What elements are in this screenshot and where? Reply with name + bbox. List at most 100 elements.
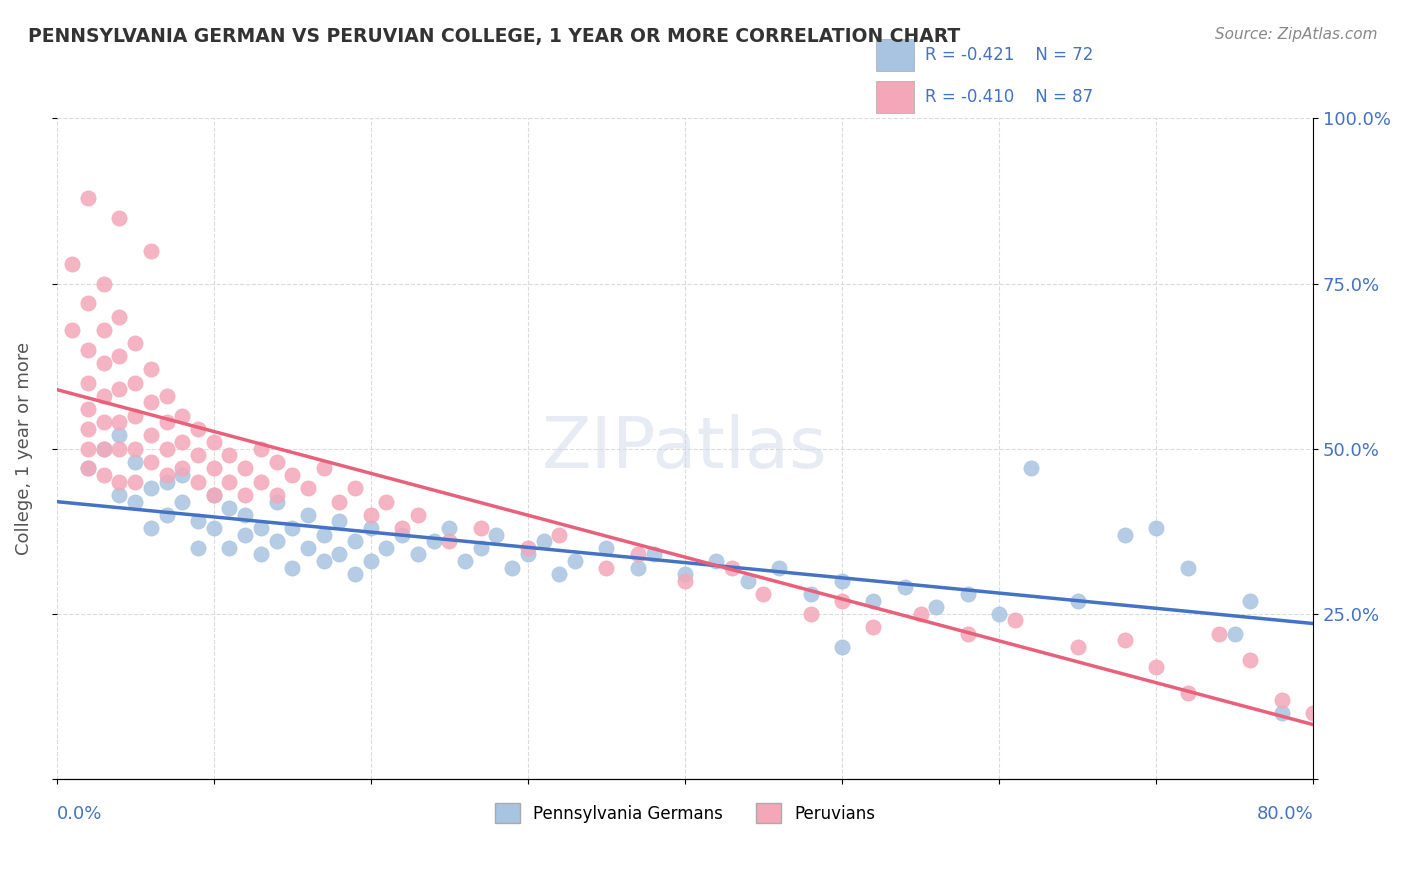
Point xyxy=(93,415,115,429)
Text: PENNSYLVANIA GERMAN VS PERUVIAN COLLEGE, 1 YEAR OR MORE CORRELATION CHART: PENNSYLVANIA GERMAN VS PERUVIAN COLLEGE,… xyxy=(28,27,960,45)
Point xyxy=(721,560,744,574)
Point xyxy=(124,442,146,456)
Point xyxy=(1302,706,1324,720)
Point xyxy=(124,494,146,508)
Point xyxy=(202,461,225,475)
Point xyxy=(344,534,367,549)
Point xyxy=(312,527,335,541)
Point xyxy=(1114,527,1136,541)
Point xyxy=(328,514,350,528)
Point xyxy=(1004,614,1026,628)
Point xyxy=(187,422,209,436)
Point xyxy=(706,554,728,568)
Point xyxy=(627,547,650,561)
Bar xyxy=(876,39,914,71)
Point xyxy=(124,455,146,469)
Point xyxy=(956,626,979,640)
Point xyxy=(862,620,884,634)
Point xyxy=(439,534,461,549)
Point xyxy=(77,376,100,390)
Bar xyxy=(876,81,914,113)
Point xyxy=(470,541,492,555)
Point xyxy=(77,442,100,456)
Point xyxy=(548,527,571,541)
Point xyxy=(93,442,115,456)
Point xyxy=(1144,659,1167,673)
Point xyxy=(328,494,350,508)
Point xyxy=(202,521,225,535)
Text: Source: ZipAtlas.com: Source: ZipAtlas.com xyxy=(1215,27,1378,42)
Point xyxy=(360,508,382,522)
Point xyxy=(1066,593,1088,607)
Point xyxy=(250,442,273,456)
Point xyxy=(187,514,209,528)
Point xyxy=(1271,692,1294,706)
Point xyxy=(406,547,429,561)
Point xyxy=(93,468,115,483)
Point xyxy=(266,488,288,502)
Point xyxy=(250,475,273,489)
Point xyxy=(233,508,256,522)
Point xyxy=(439,521,461,535)
Point xyxy=(800,607,823,621)
Point xyxy=(77,461,100,475)
Point xyxy=(77,191,100,205)
Point xyxy=(124,376,146,390)
Point xyxy=(155,389,177,403)
Point xyxy=(344,567,367,582)
Point xyxy=(202,488,225,502)
Point xyxy=(800,587,823,601)
Point xyxy=(752,587,775,601)
Point xyxy=(108,428,131,442)
Point xyxy=(627,560,650,574)
Point xyxy=(925,600,948,615)
Point xyxy=(139,362,162,376)
Point xyxy=(1208,626,1230,640)
Point xyxy=(360,521,382,535)
Point xyxy=(172,435,194,450)
Point xyxy=(485,527,508,541)
Point xyxy=(93,356,115,370)
Point xyxy=(202,435,225,450)
Point xyxy=(172,468,194,483)
Point xyxy=(1177,686,1199,700)
Point xyxy=(108,349,131,363)
Point xyxy=(501,560,523,574)
Point xyxy=(1114,633,1136,648)
Point xyxy=(831,574,853,588)
Point xyxy=(139,395,162,409)
Y-axis label: College, 1 year or more: College, 1 year or more xyxy=(15,343,32,555)
Point xyxy=(124,409,146,423)
Text: R = -0.410    N = 87: R = -0.410 N = 87 xyxy=(925,88,1094,106)
Point xyxy=(266,494,288,508)
Point xyxy=(737,574,759,588)
Point xyxy=(564,554,586,568)
Point xyxy=(77,343,100,357)
Text: 0.0%: 0.0% xyxy=(56,805,103,823)
Point xyxy=(108,382,131,396)
Point xyxy=(139,428,162,442)
Point xyxy=(328,547,350,561)
Point xyxy=(673,567,696,582)
Point xyxy=(77,296,100,310)
Point xyxy=(281,560,304,574)
Point xyxy=(910,607,932,621)
Point xyxy=(831,640,853,654)
Point xyxy=(533,534,555,549)
Point xyxy=(218,448,240,462)
Point xyxy=(155,415,177,429)
Point xyxy=(266,534,288,549)
Point xyxy=(673,574,696,588)
Point xyxy=(139,455,162,469)
Point xyxy=(187,475,209,489)
Point xyxy=(1144,521,1167,535)
Point xyxy=(768,560,790,574)
Point xyxy=(124,475,146,489)
Point xyxy=(391,521,413,535)
Point xyxy=(218,475,240,489)
Point xyxy=(281,521,304,535)
Point xyxy=(93,323,115,337)
Point xyxy=(297,481,319,495)
Text: R = -0.421    N = 72: R = -0.421 N = 72 xyxy=(925,46,1094,64)
Point xyxy=(516,547,538,561)
